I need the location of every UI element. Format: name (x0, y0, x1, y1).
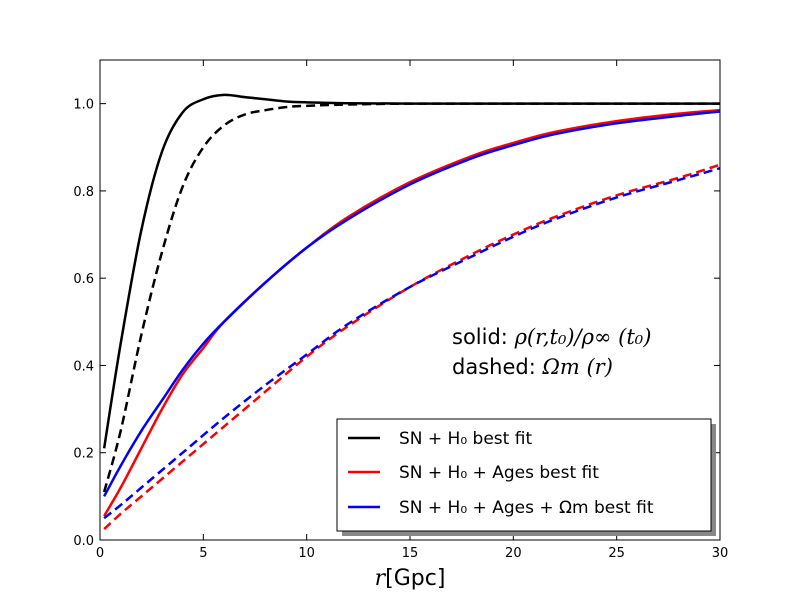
series-line-5 (103, 167, 720, 520)
y-tick-label-1: 0.2 (73, 447, 94, 462)
x-tick-label-0: 0 (96, 546, 104, 561)
y-tick-label-0: 0.0 (73, 534, 94, 549)
x-tick-label-2: 10 (298, 546, 315, 561)
series-line-4 (103, 163, 720, 531)
legend-label-0: SN + H₀ best fit (399, 429, 532, 449)
x-tick-label-1: 5 (199, 546, 207, 561)
legend: SN + H₀ best fit SN + H₀ + Ages best fit… (336, 418, 716, 536)
annotation-dashed-formula: Ωm (r) (541, 355, 612, 379)
series-layer (102, 93, 720, 531)
y-tick-label-2: 0.4 (73, 359, 94, 374)
series-line-3 (103, 110, 720, 497)
annotation-solid-label: solid: (452, 325, 508, 349)
x-tick-label-6: 30 (712, 546, 729, 561)
y-tick-label-5: 1.0 (73, 98, 94, 113)
y-tick-label-4: 0.8 (73, 185, 94, 200)
x-tick-label-3: 15 (402, 546, 419, 561)
annotation-solid-formula: ρ(r,t₀)/ρ∞ (t₀) (514, 325, 652, 349)
legend-box (336, 418, 712, 532)
y-tick-label-3: 0.6 (73, 272, 94, 287)
series-line-1 (102, 102, 720, 493)
annotation-solid: solid: ρ(r,t₀)/ρ∞ (t₀) (452, 325, 651, 349)
annotation-dashed: dashed: Ωm (r) (452, 355, 613, 379)
legend-label-2: SN + H₀ + Ages + Ωm best fit (399, 498, 654, 518)
ticks-layer: 0 5 10 15 20 25 30 0.0 0.2 0.4 0.6 0.8 1.0 (73, 60, 728, 561)
x-axis-label: r[Gpc] (375, 566, 446, 591)
x-tick-label-4: 20 (505, 546, 522, 561)
annotation-dashed-label: dashed: (452, 355, 536, 379)
x-axis-label-unit: [Gpc] (385, 566, 445, 591)
x-tick-label-5: 25 (608, 546, 625, 561)
x-axis-label-math: r (375, 566, 387, 591)
legend-label-1: SN + H₀ + Ages best fit (399, 463, 599, 483)
